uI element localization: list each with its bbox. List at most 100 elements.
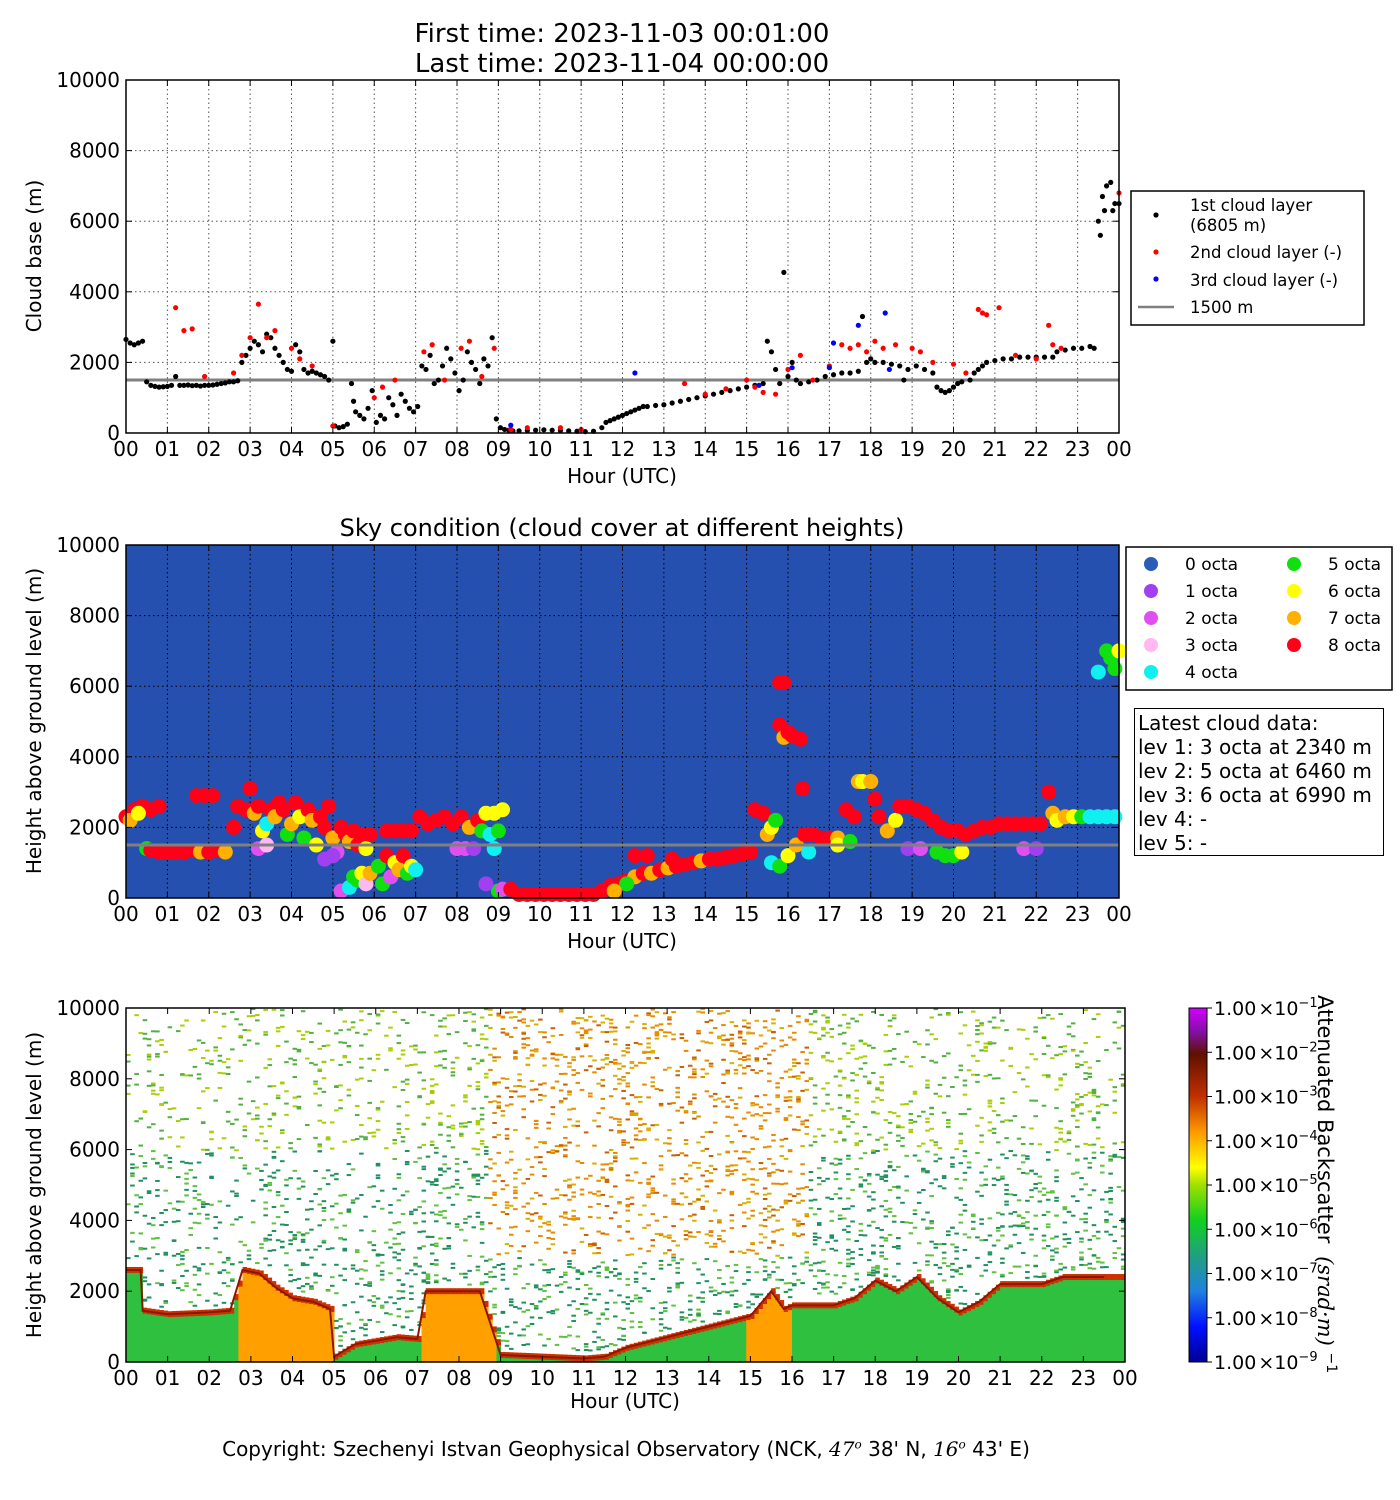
backscatter-noise-cell [737, 1096, 743, 1099]
backscatter-noise-cell [225, 1120, 231, 1123]
backscatter-boundary-cell [159, 1313, 164, 1362]
backscatter-noise-cell [613, 1074, 618, 1077]
backscatter-noise-cell [825, 1102, 830, 1105]
backscatter-noise-cell [463, 1011, 468, 1014]
first-layer-point [148, 382, 154, 388]
backscatter-noise-cell [875, 1267, 880, 1270]
backscatter-noise-cell [396, 1242, 402, 1245]
backscatter-noise-cell [1120, 1227, 1126, 1230]
backscatter-noise-cell [200, 1041, 206, 1044]
backscatter-noise-cell [721, 1290, 726, 1293]
backscatter-noise-cell [604, 1317, 610, 1320]
backscatter-noise-cell [746, 1058, 751, 1061]
backscatter-noise-cell [371, 1249, 377, 1252]
backscatter-boundary-cell [921, 1281, 926, 1362]
backscatter-noise-cell [704, 1041, 710, 1044]
backscatter-noise-cell [454, 1162, 460, 1165]
backscatter-noise-cell [246, 1029, 252, 1032]
backscatter-noise-cell [792, 1284, 797, 1287]
backscatter-noise-cell [517, 1250, 522, 1253]
backscatter-noise-cell [704, 1185, 710, 1188]
backscatter-noise-cell [567, 1090, 572, 1093]
backscatter-boundary-cell [1070, 1277, 1076, 1362]
x-tick-label: 04 [279, 902, 304, 926]
backscatter-noise-cell [1025, 1220, 1030, 1223]
backscatter-noise-cell [442, 1247, 447, 1250]
backscatter-noise-cell [567, 1262, 572, 1265]
x-tick-label: 19 [899, 902, 924, 926]
backscatter-noise-cell [687, 1313, 693, 1316]
backscatter-boundary-cell [858, 1294, 864, 1362]
backscatter-noise-cell [384, 1301, 389, 1304]
backscatter-noise-cell [775, 1254, 780, 1257]
backscatter-noise-cell [750, 1136, 755, 1139]
backscatter-noise-cell [708, 1095, 714, 1098]
first-layer-point [406, 405, 413, 411]
backscatter-noise-cell [737, 1030, 743, 1033]
backscatter-noise-cell [346, 1028, 352, 1031]
backscatter-cloud-cell [280, 1287, 285, 1294]
backscatter-noise-cell [126, 1060, 131, 1063]
backscatter-noise-cell [1070, 1266, 1076, 1269]
backscatter-noise-cell [259, 1188, 264, 1191]
backscatter-noise-cell [871, 1244, 876, 1247]
backscatter-noise-cell [271, 1176, 277, 1179]
backscatter-noise-cell [825, 1031, 830, 1034]
second-layer-point [466, 338, 473, 344]
backscatter-noise-cell [1066, 1033, 1072, 1036]
backscatter-boundary-cell [887, 1286, 893, 1362]
backscatter-noise-cell [533, 1191, 539, 1194]
backscatter-noise-cell [1008, 1272, 1014, 1275]
backscatter-noise-cell [750, 1293, 755, 1296]
backscatter-ylabel: Height above ground level (m) [22, 1032, 46, 1338]
backscatter-boundary-cell [1000, 1284, 1005, 1362]
backscatter-noise-cell [858, 1056, 864, 1059]
backscatter-noise-cell [1033, 1030, 1038, 1033]
backscatter-noise-cell [1025, 1066, 1030, 1069]
backscatter-noise-cell [596, 1194, 601, 1197]
backscatter-noise-cell [700, 1207, 705, 1210]
backscatter-noise-cell [875, 1096, 880, 1099]
backscatter-noise-cell [617, 1082, 622, 1085]
backscatter-noise-cell [796, 1129, 801, 1132]
backscatter-noise-cell [841, 1274, 847, 1277]
backscatter-noise-cell [492, 1162, 497, 1165]
backscatter-noise-cell [192, 1304, 198, 1307]
backscatter-noise-cell [225, 1259, 231, 1262]
x-tick-label: 01 [155, 437, 180, 461]
backscatter-noise-cell [338, 1107, 343, 1110]
backscatter-noise-cell [658, 1089, 664, 1092]
backscatter-noise-cell [413, 1273, 418, 1276]
backscatter-noise-cell [533, 1123, 539, 1126]
backscatter-noise-cell [987, 1041, 993, 1044]
backscatter-noise-cell [350, 1138, 356, 1141]
backscatter-noise-cell [588, 1191, 593, 1194]
x-tick-label: 11 [568, 902, 593, 926]
backscatter-noise-cell [417, 1096, 422, 1099]
backscatter-noise-cell [654, 1011, 660, 1014]
backscatter-noise-cell [837, 1214, 843, 1217]
backscatter-noise-cell [712, 1168, 718, 1171]
backscatter-noise-cell [521, 1328, 526, 1331]
backscatter-noise-cell [733, 1289, 739, 1292]
backscatter-noise-cell [787, 1024, 793, 1027]
cloud-base-legend-frame [1130, 190, 1365, 326]
backscatter-noise-cell [130, 1184, 135, 1187]
backscatter-noise-cell [841, 1228, 847, 1231]
backscatter-noise-cell [342, 1238, 348, 1241]
backscatter-noise-cell [463, 1096, 468, 1099]
backscatter-noise-cell [1075, 1066, 1080, 1069]
backscatter-noise-cell [871, 1151, 876, 1154]
backscatter-noise-cell [159, 1137, 164, 1140]
backscatter-noise-cell [896, 1279, 901, 1282]
backscatter-boundary-cell [284, 1292, 289, 1362]
backscatter-noise-cell [513, 1196, 518, 1199]
backscatter-noise-cell [354, 1105, 360, 1108]
backscatter-noise-cell [338, 1212, 343, 1215]
backscatter-noise-cell [205, 1062, 210, 1065]
first-layer-point [636, 405, 642, 411]
backscatter-noise-cell [1100, 1151, 1105, 1154]
backscatter-noise-cell [1062, 1045, 1068, 1048]
first-layer-point [566, 428, 572, 434]
backscatter-boundary-cell [454, 1291, 460, 1362]
